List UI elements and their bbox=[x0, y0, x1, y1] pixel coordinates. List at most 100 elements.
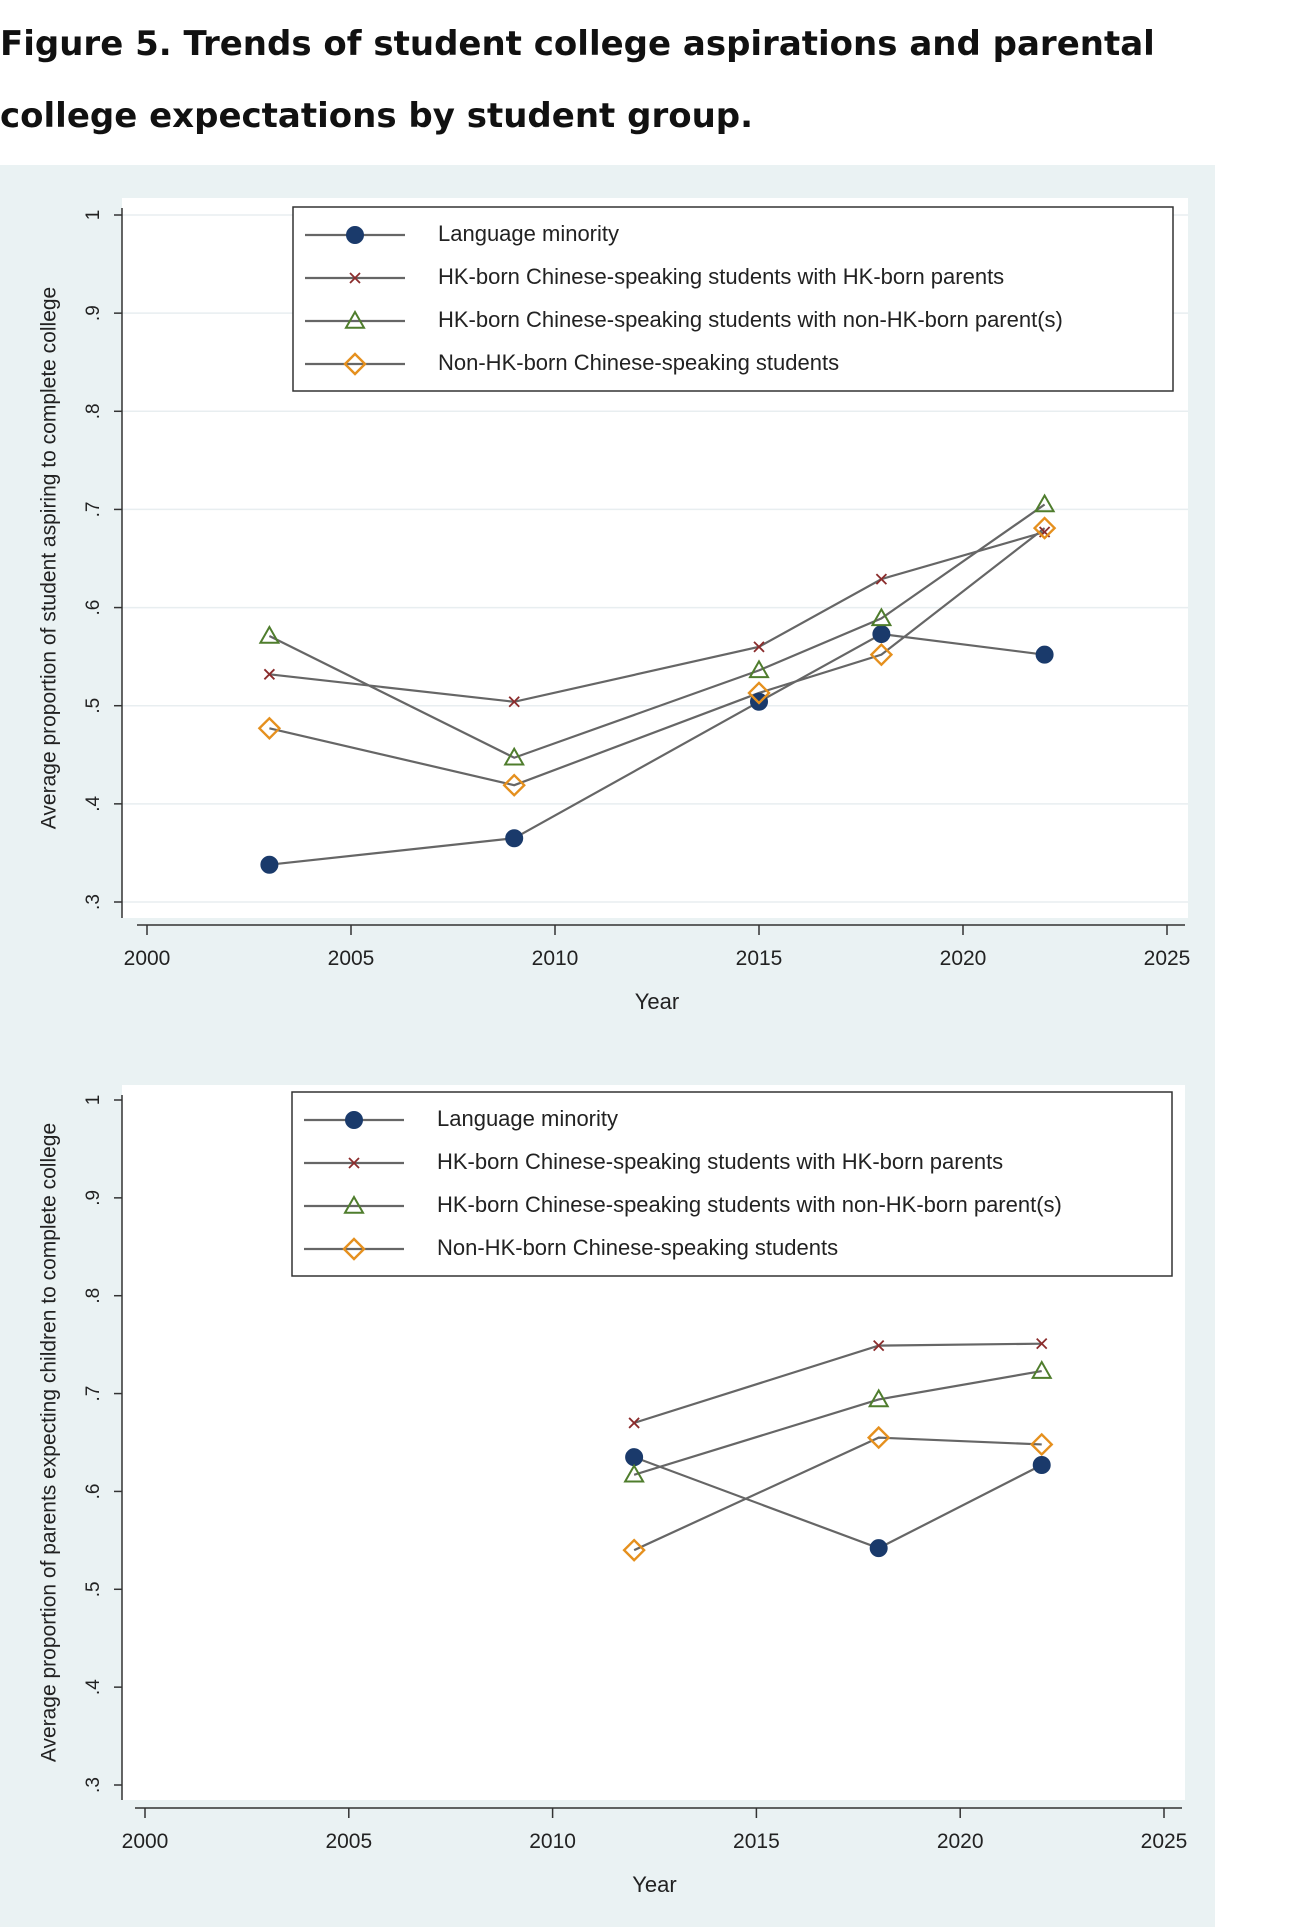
legend-label: HK-born Chinese-speaking students with n… bbox=[437, 1192, 1062, 1217]
y-tick-label: .3 bbox=[83, 894, 104, 910]
y-tick-label: .4 bbox=[83, 1679, 104, 1695]
data-point bbox=[1030, 1360, 1053, 1379]
series-markers-3 bbox=[258, 493, 1056, 766]
legend: Language minority HK-born Chinese-speakin… bbox=[292, 206, 1174, 392]
y-tick-label: .7 bbox=[83, 1386, 104, 1402]
aspiration-line-chart: .3 .4 .5 .6 .7 .8 .9 1 2000 2005 2010 2015 2020 2025 Y… bbox=[38, 198, 1191, 1014]
x-tick-label: 2010 bbox=[532, 947, 579, 970]
data-point-stroke-b bbox=[508, 696, 520, 708]
data-point bbox=[747, 681, 771, 705]
data-point bbox=[867, 1388, 890, 1408]
y-tick-label: .9 bbox=[83, 305, 104, 321]
data-point bbox=[260, 855, 279, 874]
legend-label: Language minority bbox=[437, 1106, 618, 1131]
x-tick-label: 2025 bbox=[1144, 947, 1191, 970]
y-tick-label: .4 bbox=[83, 796, 104, 812]
figure-title: Figure 5. Trends of student college aspi… bbox=[0, 24, 1155, 136]
legend-label: HK-born Chinese-speaking students with H… bbox=[437, 1149, 1003, 1174]
data-point bbox=[869, 642, 894, 667]
x-tick-label: 2000 bbox=[124, 947, 171, 970]
y-tick-label: .3 bbox=[83, 1777, 104, 1793]
data-point-stroke-b bbox=[628, 1417, 640, 1429]
legend-marker-stroke-b bbox=[349, 272, 361, 284]
data-point bbox=[1033, 493, 1056, 513]
data-point bbox=[503, 746, 525, 766]
data-point bbox=[257, 716, 282, 740]
legend-label: Non-HK-born Chinese-speaking students bbox=[437, 1235, 838, 1260]
series-markers-4 bbox=[622, 1425, 1054, 1562]
data-point bbox=[875, 573, 888, 585]
y-tick-label: .8 bbox=[83, 403, 104, 419]
data-point bbox=[1032, 516, 1057, 540]
x-tick-label: 2010 bbox=[529, 1830, 576, 1853]
series-line-3 bbox=[268, 503, 1046, 759]
data-point bbox=[869, 1539, 888, 1558]
x-axis-title: Year bbox=[632, 1872, 676, 1897]
legend-marker bbox=[343, 1194, 365, 1214]
data-point bbox=[628, 1417, 640, 1429]
data-point bbox=[872, 625, 891, 644]
y-tick-label: .6 bbox=[83, 1483, 104, 1499]
data-point bbox=[1032, 1456, 1051, 1475]
series-markers-4 bbox=[257, 516, 1057, 797]
x-tick-label: 2005 bbox=[325, 1830, 372, 1853]
data-point bbox=[258, 625, 281, 644]
data-point-stroke-b bbox=[1036, 1338, 1048, 1350]
y-tick-label: .6 bbox=[83, 600, 104, 616]
legend-marker bbox=[345, 1111, 363, 1129]
data-point bbox=[622, 1538, 646, 1562]
legend-marker bbox=[344, 309, 366, 329]
data-point bbox=[508, 696, 520, 708]
x-tick-label: 2005 bbox=[328, 947, 375, 970]
expectation-line-chart: .3 .4 .5 .6 .7 .8 .9 1 2000 2005 2010 2015 2020 2025 Y… bbox=[38, 1085, 1188, 1897]
legend-marker bbox=[343, 352, 367, 376]
series-line-3 bbox=[633, 1369, 1042, 1476]
expectation-chart-panel: .3 .4 .5 .6 .7 .8 .9 1 2000 2005 2010 2015 2020 2025 Y… bbox=[0, 1047, 1215, 1927]
x-axis-title: Year bbox=[635, 989, 679, 1014]
series-markers-2 bbox=[263, 526, 1051, 708]
legend-label: Language minority bbox=[438, 221, 619, 246]
y-axis-title: Average proportion of parents expecting … bbox=[38, 1123, 61, 1762]
legend: Language minority HK-born Chinese-speakin… bbox=[291, 1091, 1173, 1277]
data-point-stroke-b bbox=[875, 573, 888, 585]
y-tick-label: 1 bbox=[83, 1095, 104, 1106]
y-axis-title: Average proportion of student aspiring t… bbox=[38, 287, 61, 829]
data-point bbox=[263, 668, 276, 680]
y-tick-label: .7 bbox=[83, 501, 104, 517]
legend-box bbox=[291, 1091, 1173, 1277]
legend-label: Non-HK-born Chinese-speaking students bbox=[438, 350, 839, 375]
data-point bbox=[505, 829, 524, 848]
y-tick-label: .8 bbox=[83, 1288, 104, 1304]
x-tick-label: 2015 bbox=[736, 947, 783, 970]
legend-marker bbox=[342, 1237, 366, 1261]
legend-label: HK-born Chinese-speaking students with n… bbox=[438, 307, 1063, 332]
x-tick-label: 2020 bbox=[937, 1830, 984, 1853]
data-point bbox=[502, 773, 526, 797]
x-tick-label: 2025 bbox=[1141, 1830, 1188, 1853]
series-markers-3 bbox=[623, 1360, 1053, 1483]
x-tick-label: 2020 bbox=[940, 947, 987, 970]
legend-marker bbox=[349, 272, 361, 284]
x-tick-label: 2000 bbox=[122, 1830, 169, 1853]
legend-box bbox=[292, 206, 1174, 392]
aspiration-chart-panel: .3 .4 .5 .6 .7 .8 .9 1 2000 2005 2010 2015 2020 2025 Y… bbox=[0, 165, 1215, 1047]
data-point bbox=[866, 1425, 891, 1450]
data-point bbox=[1035, 645, 1054, 664]
data-point bbox=[873, 1339, 885, 1352]
y-tick-label: .5 bbox=[83, 698, 104, 714]
data-point bbox=[625, 1448, 644, 1467]
x-tick-label: 2015 bbox=[733, 1830, 780, 1853]
legend-label: HK-born Chinese-speaking students with H… bbox=[438, 264, 1004, 289]
y-tick-label: .5 bbox=[83, 1581, 104, 1597]
y-tick-label: .9 bbox=[83, 1190, 104, 1206]
series-markers-2 bbox=[628, 1338, 1048, 1429]
data-point bbox=[748, 659, 770, 679]
legend-marker bbox=[346, 226, 364, 244]
data-point bbox=[870, 607, 893, 627]
legend-marker bbox=[348, 1157, 360, 1169]
series-line-4 bbox=[633, 1436, 1042, 1552]
legend-marker-stroke-b bbox=[348, 1157, 360, 1169]
data-point bbox=[1030, 1432, 1054, 1457]
series-markers-1 bbox=[625, 1448, 1051, 1558]
y-tick-label: 1 bbox=[83, 210, 104, 221]
